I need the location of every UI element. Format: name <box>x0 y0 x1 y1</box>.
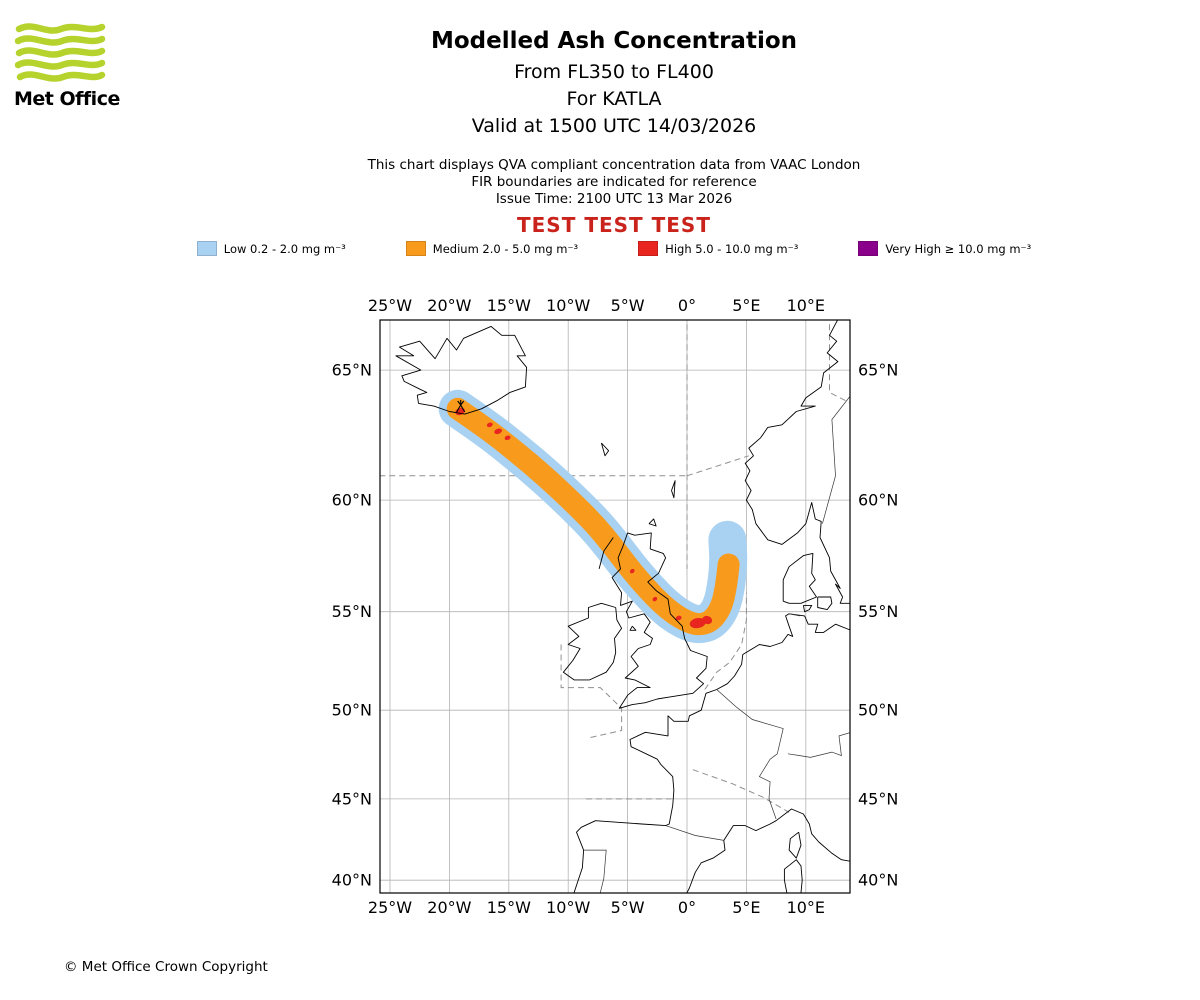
legend-label-very-high: Very High ≥ 10.0 mg m⁻³ <box>885 241 1032 256</box>
page-title: Modelled Ash Concentration <box>430 28 798 54</box>
test-banner: TEST TEST TEST <box>517 213 711 237</box>
graticule-layer <box>380 320 850 893</box>
lon-label-bottom: 10°W <box>546 898 590 917</box>
lon-label-top: 20°W <box>427 296 471 315</box>
lat-label-right: 60°N <box>858 491 898 510</box>
plume-high-spot <box>504 435 511 441</box>
title-volcano: For KATLA <box>566 88 662 110</box>
lat-label-right: 45°N <box>858 789 898 808</box>
subtitle-issue-time: Issue Time: 2100 UTC 13 Mar 2026 <box>495 191 733 207</box>
plume-high-spot <box>494 428 502 435</box>
lon-label-bottom: 5°W <box>611 898 645 917</box>
lat-label-left: 40°N <box>332 871 372 890</box>
legend-item-very-high: Very High ≥ 10.0 mg m⁻³ <box>858 241 1031 256</box>
lat-label-right: 40°N <box>858 871 898 890</box>
plume-high-spot <box>629 568 635 574</box>
legend-label-medium: Medium 2.0 - 5.0 mg m⁻³ <box>432 241 579 256</box>
lat-label-left: 50°N <box>332 701 372 720</box>
plume-high-spot <box>702 615 713 625</box>
lon-label-bottom: 0° <box>678 898 696 917</box>
lat-label-right: 65°N <box>858 361 898 380</box>
country-border-layer <box>583 395 850 893</box>
lon-label-top: 10°W <box>546 296 590 315</box>
axis-labels: 25°W 25°W 20°W 20°W 15°W 15°W 10°W 10°W 5°W 5°W 0°… <box>332 296 899 917</box>
legend-item-low: Low 0.2 - 2.0 mg m⁻³ <box>196 241 346 256</box>
map-layers <box>380 320 850 893</box>
lat-label-left: 65°N <box>332 361 372 380</box>
volcano-marker-icon <box>456 400 466 413</box>
lon-label-top: 10°E <box>787 296 825 315</box>
lat-label-left: 60°N <box>332 491 372 510</box>
lat-label-right: 55°N <box>858 602 898 621</box>
lon-label-top: 5°W <box>611 296 645 315</box>
met-office-logo-icon <box>14 20 106 90</box>
lon-label-top: 0° <box>678 296 696 315</box>
legend-swatch-medium-icon <box>405 241 426 256</box>
coastline-layer <box>395 320 850 893</box>
lon-label-bottom: 20°W <box>427 898 471 917</box>
map-frame <box>379 319 851 894</box>
plume-high-spot <box>486 422 493 428</box>
legend-label-high: High 5.0 - 10.0 mg m⁻³ <box>665 241 799 256</box>
ash-dispersion-map: 25°W 25°W 20°W 20°W 15°W 15°W 10°W 10°W 5°W 5°W 0°… <box>320 295 910 935</box>
legend-item-high: High 5.0 - 10.0 mg m⁻³ <box>638 241 798 256</box>
plume-high-spot <box>675 615 682 621</box>
legend-item-medium: Medium 2.0 - 5.0 mg m⁻³ <box>405 241 579 256</box>
legend-swatch-very-high-icon <box>858 241 879 256</box>
plume-high-spot <box>689 617 706 629</box>
legend-label-low: Low 0.2 - 2.0 mg m⁻³ <box>223 241 346 256</box>
subtitle-block: This chart displays QVA compliant concen… <box>28 157 1200 208</box>
title-flight-levels: From FL350 to FL400 <box>514 61 714 83</box>
plume-high-spot <box>652 596 658 602</box>
lon-label-bottom: 10°E <box>787 898 825 917</box>
lon-label-bottom: 15°W <box>487 898 531 917</box>
lon-label-top: 25°W <box>368 296 412 315</box>
lon-label-bottom: 25°W <box>368 898 412 917</box>
subtitle-fir: FIR boundaries are indicated for referen… <box>471 174 757 190</box>
plume-medium-band <box>446 397 740 636</box>
concentration-legend: Low 0.2 - 2.0 mg m⁻³ Medium 2.0 - 5.0 mg… <box>28 241 1200 256</box>
lon-label-top: 15°W <box>487 296 531 315</box>
title-valid-time: Valid at 1500 UTC 14/03/2026 <box>471 115 757 137</box>
copyright-notice: © Met Office Crown Copyright <box>64 959 268 975</box>
lat-label-left: 55°N <box>332 602 372 621</box>
lon-label-top: 5°E <box>732 296 760 315</box>
lon-label-bottom: 5°E <box>732 898 760 917</box>
subtitle-qva: This chart displays QVA compliant concen… <box>367 157 861 173</box>
met-office-logo-text: Met Office <box>14 88 120 110</box>
legend-swatch-high-icon <box>638 241 659 256</box>
lat-label-left: 45°N <box>332 789 372 808</box>
lat-label-right: 50°N <box>858 701 898 720</box>
title-block: Modelled Ash Concentration From FL350 to… <box>28 28 1200 140</box>
legend-swatch-low-icon <box>196 241 217 256</box>
